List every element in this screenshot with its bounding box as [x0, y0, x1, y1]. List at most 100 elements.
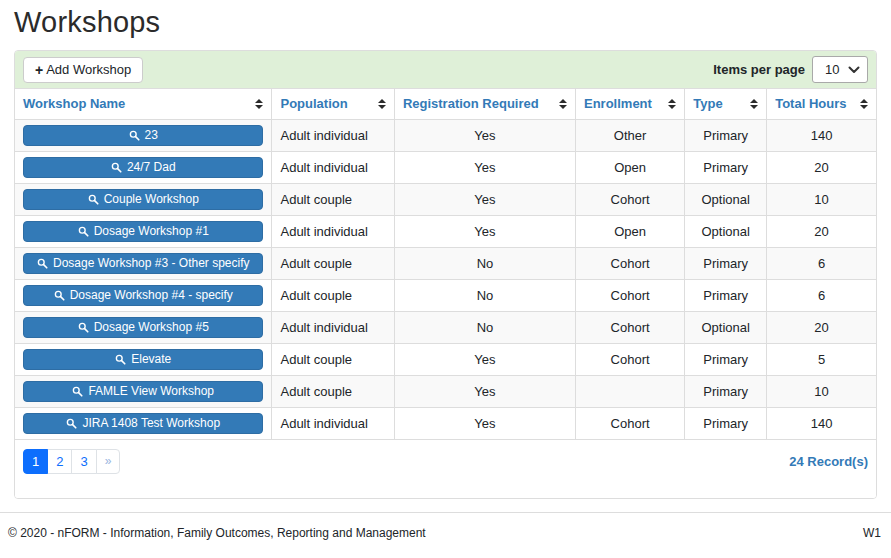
records-count: 24 Record(s): [789, 449, 868, 469]
population-cell: Adult couple: [272, 279, 394, 311]
column-label: Workshop Name: [23, 96, 125, 111]
workshop-name-cell: Couple Workshop: [15, 183, 272, 215]
sort-icon[interactable]: [668, 99, 676, 109]
workshop-name-cell: 23: [15, 119, 272, 151]
registration-required-cell: No: [394, 311, 575, 343]
total-hours-cell: 20: [767, 215, 876, 247]
sort-icon[interactable]: [255, 99, 263, 109]
type-cell: Primary: [685, 119, 767, 151]
workshop-name-cell: Dosage Workshop #4 - specify: [15, 279, 272, 311]
workshop-link-button[interactable]: Dosage Workshop #4 - specify: [23, 285, 263, 306]
workshop-name-cell: Dosage Workshop #1: [15, 215, 272, 247]
total-hours-cell: 5: [767, 343, 876, 375]
column-header-total-hours[interactable]: Total Hours: [767, 89, 876, 119]
workshop-link-button[interactable]: Elevate: [23, 349, 263, 370]
population-cell: Adult couple: [272, 343, 394, 375]
registration-required-cell: Yes: [394, 407, 575, 439]
type-cell: Primary: [685, 375, 767, 407]
workshops-panel: + Add Workshop Items per page 10 Worksho…: [14, 50, 877, 499]
total-hours-cell: 20: [767, 311, 876, 343]
search-icon: [66, 418, 77, 429]
total-hours-cell: 20: [767, 151, 876, 183]
column-label: Total Hours: [775, 96, 846, 111]
table-row: Dosage Workshop #3 - Other specify Adult …: [15, 247, 876, 279]
total-hours-cell: 6: [767, 247, 876, 279]
next-page-button[interactable]: »: [96, 449, 121, 474]
panel-footer: 123» 24 Record(s): [15, 440, 876, 498]
table-row: Dosage Workshop #1Adult individualYesOpe…: [15, 215, 876, 247]
column-label: Type: [693, 96, 722, 111]
table-body: 23Adult individualYesOtherPrimary14024/7…: [15, 119, 876, 439]
workshop-link-button[interactable]: Couple Workshop: [23, 189, 263, 210]
registration-required-cell: Yes: [394, 375, 575, 407]
workshop-link-button[interactable]: Dosage Workshop #3 - Other specify: [23, 253, 263, 274]
workshop-link-label: Couple Workshop: [104, 192, 199, 206]
workshop-link-button[interactable]: 23: [23, 125, 263, 146]
page-title: Workshops: [14, 6, 877, 39]
column-header-enrollment[interactable]: Enrollment: [575, 89, 684, 119]
total-hours-cell: 140: [767, 119, 876, 151]
column-header-type[interactable]: Type: [685, 89, 767, 119]
enrollment-cell: Cohort: [575, 183, 684, 215]
workshop-link-button[interactable]: 24/7 Dad: [23, 157, 263, 178]
items-per-page: Items per page 10: [713, 56, 868, 83]
search-icon: [88, 194, 99, 205]
sort-icon[interactable]: [750, 99, 758, 109]
population-cell: Adult couple: [272, 375, 394, 407]
table-row: 24/7 DadAdult individualYesOpenPrimary20: [15, 151, 876, 183]
page-button-3[interactable]: 3: [71, 449, 96, 474]
enrollment-cell: Cohort: [575, 343, 684, 375]
enrollment-cell: [575, 375, 684, 407]
pagination: 123»: [23, 449, 120, 474]
registration-required-cell: No: [394, 279, 575, 311]
registration-required-cell: Yes: [394, 183, 575, 215]
table-row: JIRA 1408 Test WorkshopAdult individualY…: [15, 407, 876, 439]
items-per-page-label: Items per page: [713, 62, 805, 77]
add-workshop-button[interactable]: + Add Workshop: [23, 57, 143, 83]
workshop-link-label: JIRA 1408 Test Workshop: [82, 416, 220, 430]
total-hours-cell: 10: [767, 183, 876, 215]
workshop-link-label: FAMLE View Workshop: [88, 384, 214, 398]
table-header-row: Workshop Name Population Registration Re…: [15, 89, 876, 119]
registration-required-cell: Yes: [394, 343, 575, 375]
page-button-2[interactable]: 2: [47, 449, 72, 474]
workshop-link-label: Elevate: [131, 352, 171, 366]
page-button-1[interactable]: 1: [23, 449, 48, 474]
table-row: 23Adult individualYesOtherPrimary140: [15, 119, 876, 151]
type-cell: Optional: [685, 311, 767, 343]
population-cell: Adult couple: [272, 247, 394, 279]
site-footer: © 2020 - nFORM - Information, Family Out…: [0, 513, 891, 540]
population-cell: Adult individual: [272, 119, 394, 151]
workshop-name-cell: Dosage Workshop #3 - Other specify: [15, 247, 272, 279]
column-header-workshop-name[interactable]: Workshop Name: [15, 89, 272, 119]
chevron-down-icon: [848, 66, 860, 74]
total-hours-cell: 6: [767, 279, 876, 311]
type-cell: Primary: [685, 151, 767, 183]
type-cell: Primary: [685, 343, 767, 375]
footer-version: W1: [863, 526, 881, 540]
enrollment-cell: Open: [575, 215, 684, 247]
workshop-name-cell: JIRA 1408 Test Workshop: [15, 407, 272, 439]
items-per-page-select[interactable]: 10: [812, 56, 868, 83]
search-icon: [54, 290, 65, 301]
column-label: Population: [280, 96, 347, 111]
population-cell: Adult individual: [272, 151, 394, 183]
workshops-page: Workshops + Add Workshop Items per page …: [14, 6, 877, 499]
workshop-link-button[interactable]: Dosage Workshop #1: [23, 221, 263, 242]
sort-icon[interactable]: [559, 99, 567, 109]
table-row: Dosage Workshop #4 - specify Adult couple…: [15, 279, 876, 311]
workshop-link-button[interactable]: Dosage Workshop #5: [23, 317, 263, 338]
column-header-registration-required[interactable]: Registration Required: [394, 89, 575, 119]
column-label: Enrollment: [584, 96, 652, 111]
workshop-name-cell: Elevate: [15, 343, 272, 375]
enrollment-cell: Cohort: [575, 279, 684, 311]
column-header-population[interactable]: Population: [272, 89, 394, 119]
registration-required-cell: No: [394, 247, 575, 279]
enrollment-cell: Other: [575, 119, 684, 151]
workshops-table: Workshop Name Population Registration Re…: [15, 89, 876, 440]
workshop-link-button[interactable]: FAMLE View Workshop: [23, 381, 263, 402]
workshop-link-button[interactable]: JIRA 1408 Test Workshop: [23, 413, 263, 434]
sort-icon[interactable]: [378, 99, 386, 109]
sort-icon[interactable]: [860, 99, 868, 109]
population-cell: Adult couple: [272, 183, 394, 215]
